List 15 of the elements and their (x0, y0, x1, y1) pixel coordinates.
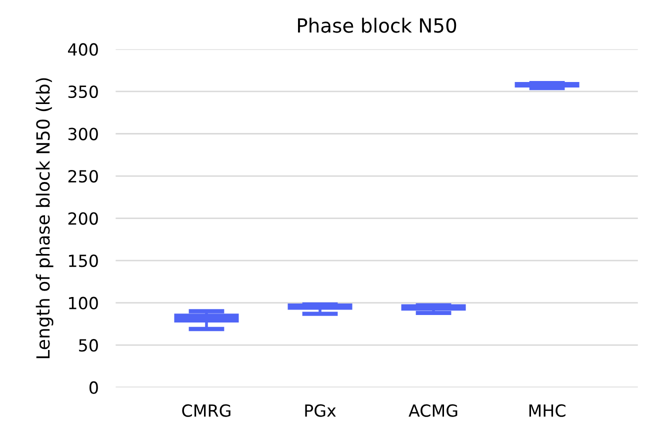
x-tick-label: CMRG (182, 404, 230, 417)
y-tick-label: 350 (68, 85, 98, 98)
y-tick-label: 100 (69, 296, 98, 310)
x-tick-label: MHC (529, 404, 566, 417)
y-tick-label: 400 (68, 43, 98, 56)
y-axis-title: Length of phase block N50 (kb) (36, 78, 54, 358)
y-tick-label: 300 (68, 128, 98, 140)
chart-title: Phase block N50 (298, 18, 456, 33)
y-tick-label: 250 (68, 170, 98, 183)
x-tick-label: PGx (305, 404, 336, 417)
y-tick-label: 200 (68, 212, 98, 225)
y-tick-label: 50 (79, 339, 98, 352)
y-tick-label: 150 (69, 254, 98, 268)
x-tick-label: ACMG (408, 404, 458, 417)
y-tick-label: 0 (90, 381, 98, 394)
